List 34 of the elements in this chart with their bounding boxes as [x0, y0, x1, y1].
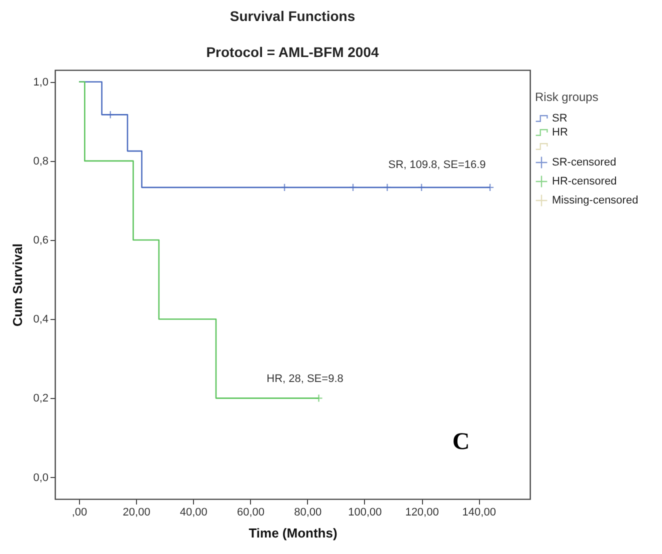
legend-title: Risk groups — [535, 90, 598, 104]
x-tick-label: 120,00 — [405, 506, 439, 518]
y-tick-label: 0,0 — [33, 472, 48, 484]
legend-label: HR-censored — [552, 176, 617, 188]
x-axis-title: Time (Months) — [248, 526, 338, 540]
point — [106, 110, 115, 119]
annotation: HR, 28, SE=9.8 — [266, 373, 344, 385]
point — [486, 183, 494, 192]
legend-label: SR-censored — [552, 156, 616, 168]
y-axis-title: Cum Survival — [10, 243, 26, 327]
point — [383, 183, 392, 192]
chart-title: Survival Functions — [230, 8, 356, 24]
y-tick-label: 1,0 — [33, 76, 48, 88]
annotation: C — [452, 429, 470, 455]
y-tick-label: 0,4 — [33, 314, 48, 326]
x-tick-label: 20,00 — [122, 506, 150, 518]
legend-label: Missing-censored — [552, 194, 638, 206]
legend-label: SR — [552, 112, 568, 124]
legend-label: HR — [552, 126, 568, 138]
y-tick-label: 0,8 — [33, 155, 48, 168]
point — [280, 183, 289, 192]
point — [314, 394, 323, 402]
x-tick-label: 140,00 — [462, 506, 496, 518]
x-tick-label: 80,00 — [294, 506, 322, 518]
y-tick-label: 0,6 — [33, 234, 48, 247]
x-tick-label: 100,00 — [348, 506, 382, 518]
chart-subtitle: Protocol = AML-BFM 2004 — [206, 44, 379, 60]
point — [417, 183, 426, 192]
point — [348, 183, 358, 192]
annotation: SR, 109.8, SE=16.9 — [388, 159, 486, 171]
x-tick-label: ,00 — [72, 506, 88, 518]
y-tick-label: 0,2 — [33, 392, 48, 405]
x-tick-label: 40,00 — [180, 506, 208, 518]
x-tick-label: 60,00 — [236, 506, 265, 518]
